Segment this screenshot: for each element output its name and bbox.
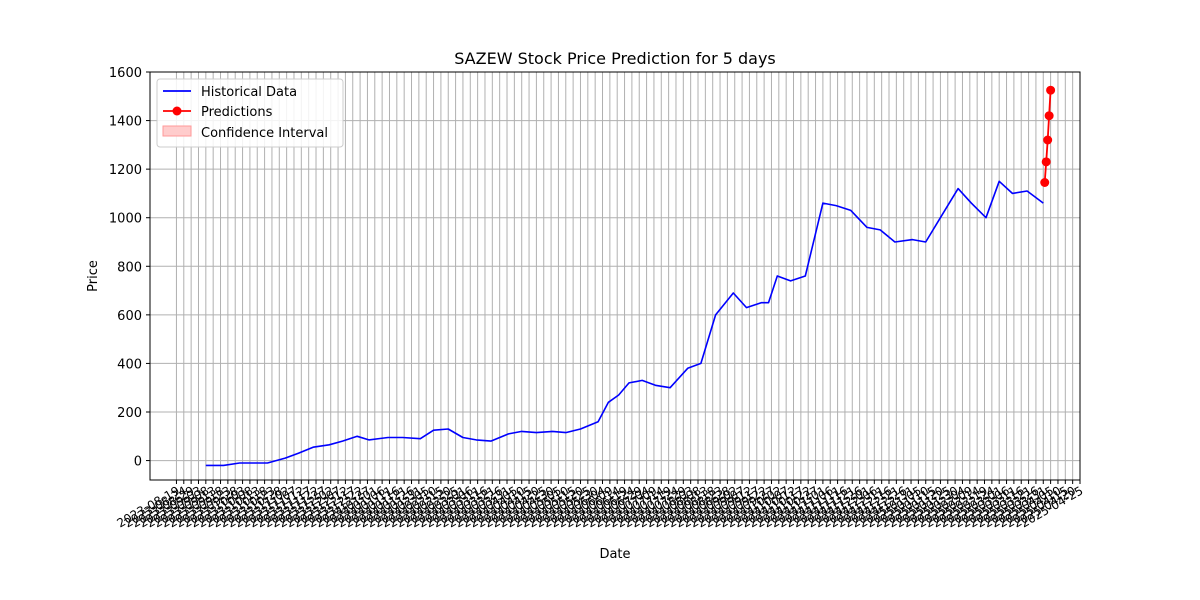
grid	[150, 71, 1081, 480]
y-axis-label: Price	[86, 260, 101, 292]
y-tick-label: 1000	[109, 212, 142, 227]
legend-confidence-label: Confidence Interval	[201, 126, 328, 141]
y-tick-label: 400	[117, 357, 142, 372]
y-tick-label: 600	[117, 309, 142, 324]
y-tick-label: 200	[117, 406, 142, 421]
y-tick-label: 1400	[109, 115, 142, 130]
legend: Historical Data Predictions Confidence I…	[156, 78, 344, 148]
legend-predictions-label: Predictions	[201, 105, 273, 120]
historical-line	[205, 180, 1044, 467]
x-axis-label: Date	[599, 547, 630, 562]
prediction-point	[1044, 111, 1054, 121]
prediction-point	[1046, 85, 1056, 95]
chart-title: SAZEW Stock Price Prediction for 5 days	[454, 49, 776, 68]
legend-predictions-marker	[172, 106, 182, 116]
y-tick-label: 800	[117, 260, 142, 275]
x-axis: 2023-08-192023-08-242023-08-292023-09-03…	[115, 480, 1086, 530]
prediction-point	[1043, 135, 1053, 145]
y-tick-label: 1200	[109, 163, 142, 178]
series-layer	[205, 85, 1056, 467]
y-tick-label: 0	[134, 455, 142, 470]
prediction-point	[1041, 157, 1051, 167]
legend-confidence-swatch	[162, 125, 192, 137]
legend-historical-label: Historical Data	[201, 85, 297, 100]
prediction-point	[1040, 178, 1050, 187]
y-axis: 0 200 400 600 800 1000 1200 1400 1600	[109, 66, 150, 470]
y-tick-label: 1600	[109, 66, 142, 81]
legend-box	[156, 78, 344, 148]
plot-frame	[149, 71, 1081, 481]
